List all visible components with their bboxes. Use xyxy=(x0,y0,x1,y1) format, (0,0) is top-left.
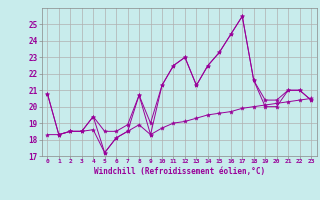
X-axis label: Windchill (Refroidissement éolien,°C): Windchill (Refroidissement éolien,°C) xyxy=(94,167,265,176)
